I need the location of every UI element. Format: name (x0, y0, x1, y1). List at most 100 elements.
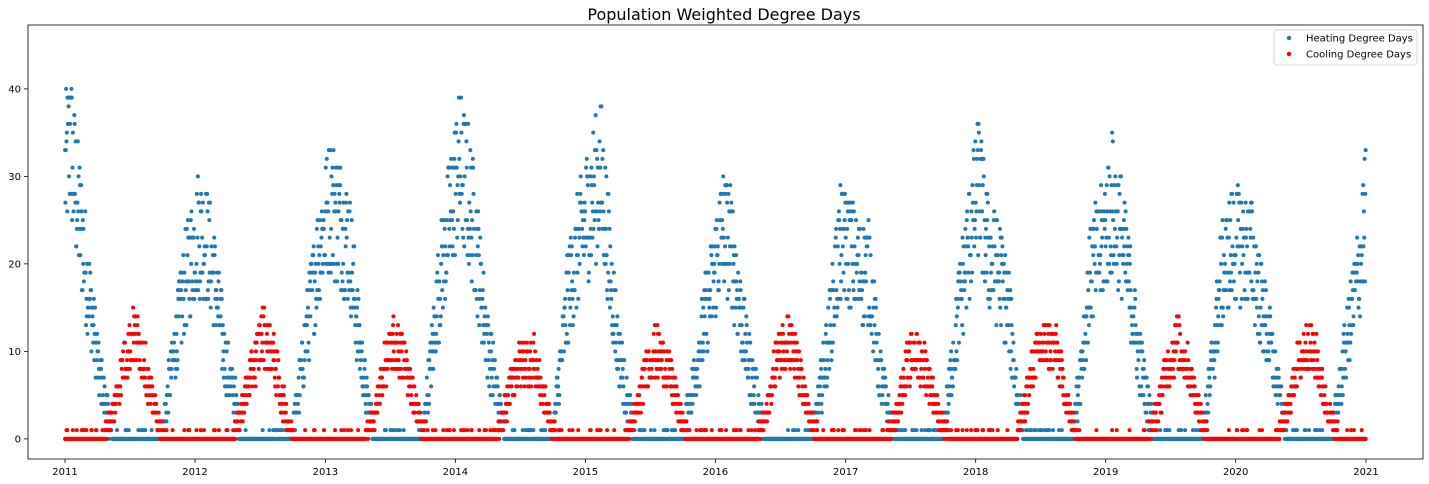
data-point (196, 200, 201, 205)
data-point (1141, 366, 1146, 371)
data-point (404, 358, 409, 363)
data-point (845, 226, 850, 231)
data-point (292, 401, 297, 406)
data-point (579, 200, 584, 205)
data-point (468, 148, 473, 153)
data-point (561, 349, 566, 354)
data-point (454, 121, 459, 126)
data-point (475, 314, 480, 319)
data-point (568, 235, 573, 240)
data-point (973, 139, 978, 144)
data-point (354, 358, 359, 363)
data-point (222, 366, 227, 371)
data-point (392, 428, 397, 433)
data-point (969, 209, 974, 214)
data-point (205, 191, 210, 196)
data-point (454, 130, 459, 135)
data-point (850, 261, 855, 266)
data-point (730, 305, 735, 310)
data-point (190, 279, 195, 284)
data-point (240, 419, 245, 424)
data-point (112, 419, 117, 424)
data-point (466, 235, 471, 240)
data-point (133, 331, 138, 336)
data-point (1210, 340, 1215, 345)
data-point (703, 288, 708, 293)
data-point (740, 340, 745, 345)
data-point (254, 340, 259, 345)
data-point (595, 156, 600, 161)
data-point (828, 323, 833, 328)
data-point (743, 331, 748, 336)
data-point (831, 288, 836, 293)
data-point (566, 340, 571, 345)
data-point (861, 226, 866, 231)
data-point (851, 209, 856, 214)
data-point (168, 393, 173, 398)
data-point (1216, 296, 1221, 301)
data-point (975, 148, 980, 153)
data-point (852, 244, 857, 249)
data-point (561, 314, 566, 319)
data-point (1135, 349, 1140, 354)
data-point (1357, 314, 1362, 319)
data-point (642, 428, 647, 433)
data-point (1121, 261, 1126, 266)
data-point (995, 253, 1000, 258)
data-point (742, 296, 747, 301)
data-point (79, 183, 84, 188)
data-point (1260, 288, 1265, 293)
data-point (1140, 340, 1145, 345)
data-point (444, 270, 449, 275)
data-point (869, 331, 874, 336)
data-point (1112, 183, 1117, 188)
data-point (418, 410, 423, 415)
data-point (191, 226, 196, 231)
data-point (497, 436, 502, 441)
data-point (1013, 375, 1018, 380)
data-point (467, 253, 472, 258)
data-point (824, 323, 829, 328)
data-point (1116, 288, 1121, 293)
data-point (885, 401, 890, 406)
data-point (970, 183, 975, 188)
data-point (189, 209, 194, 214)
data-point (461, 235, 466, 240)
data-point (750, 375, 755, 380)
data-point (951, 340, 956, 345)
data-point (833, 244, 838, 249)
data-point (830, 261, 835, 266)
data-point (237, 428, 242, 433)
data-point (126, 428, 131, 433)
data-point (424, 375, 429, 380)
data-point (495, 375, 500, 380)
data-point (301, 384, 306, 389)
data-point (359, 349, 364, 354)
data-point (221, 375, 226, 380)
data-point (700, 340, 705, 345)
data-point (277, 375, 282, 380)
data-point (474, 253, 479, 258)
data-point (1217, 279, 1222, 284)
data-point (480, 296, 485, 301)
data-point (291, 428, 296, 433)
data-point (185, 218, 190, 223)
data-point (736, 296, 741, 301)
data-point (1003, 253, 1008, 258)
data-point (313, 323, 318, 328)
data-point (868, 323, 873, 328)
data-point (333, 200, 338, 205)
data-point (594, 148, 599, 153)
data-point (1057, 428, 1062, 433)
data-point (329, 226, 334, 231)
data-point (358, 358, 363, 363)
data-point (233, 428, 238, 433)
data-point (857, 279, 862, 284)
data-point (343, 226, 348, 231)
data-point (1093, 288, 1098, 293)
data-point (567, 296, 572, 301)
data-point (314, 305, 319, 310)
data-point (481, 340, 486, 345)
data-point (471, 226, 476, 231)
data-point (741, 305, 746, 310)
